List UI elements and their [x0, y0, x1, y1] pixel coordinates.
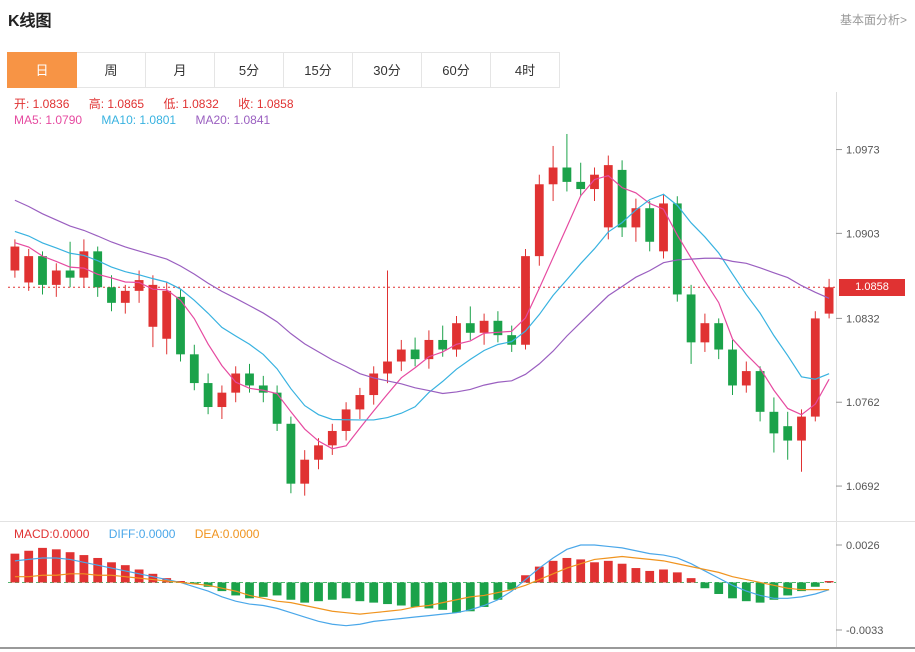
ma5-legend: MA5: 1.0790 [14, 113, 83, 127]
ohlc-close: 收: 1.0858 [238, 97, 294, 111]
svg-text:1.0762: 1.0762 [846, 397, 880, 409]
ma-legend: MA5: 1.0790 MA10: 1.0801 MA20: 1.0841 [14, 113, 286, 127]
current-price-badge: 1.0858 [839, 278, 905, 296]
svg-text:1.0692: 1.0692 [846, 481, 880, 493]
ohlc-legend: 开: 1.0836 高: 1.0865 低: 1.0832 收: 1.0858 [14, 95, 310, 112]
tab-30min[interactable]: 30分 [352, 52, 422, 88]
macd-dea-legend: DEA:0.0000 [194, 527, 260, 541]
tab-month[interactable]: 月 [145, 52, 215, 88]
svg-text:1.0973: 1.0973 [846, 145, 880, 157]
tab-day[interactable]: 日 [7, 52, 77, 88]
ohlc-open: 开: 1.0836 [14, 97, 70, 111]
svg-text:0.0026: 0.0026 [846, 540, 880, 552]
macd-macd-legend: MACD:0.0000 [14, 527, 90, 541]
ohlc-high: 高: 1.0865 [88, 97, 145, 111]
interval-tabs: 日 周 月 5分 15分 30分 60分 4时 [7, 52, 560, 88]
svg-text:1.0832: 1.0832 [846, 313, 880, 325]
ohlc-low: 低: 1.0832 [163, 97, 219, 111]
macd-legend: MACD:0.0000 DIFF:0.0000 DEA:0.0000 [14, 527, 275, 541]
fundamental-analysis-link[interactable]: 基本面分析> [839, 13, 907, 27]
ma20-legend: MA20: 1.0841 [195, 113, 271, 127]
tab-week[interactable]: 周 [76, 52, 146, 88]
tab-15min[interactable]: 15分 [283, 52, 353, 88]
ma10-legend: MA10: 1.0801 [101, 113, 177, 127]
tab-4hour[interactable]: 4时 [490, 52, 560, 88]
macd-diff-legend: DIFF:0.0000 [108, 527, 176, 541]
page-title: K线图 [8, 13, 52, 30]
tab-60min[interactable]: 60分 [421, 52, 491, 88]
svg-text:1.0903: 1.0903 [846, 228, 880, 240]
svg-text:-0.0033: -0.0033 [846, 625, 883, 637]
tab-5min[interactable]: 5分 [214, 52, 284, 88]
